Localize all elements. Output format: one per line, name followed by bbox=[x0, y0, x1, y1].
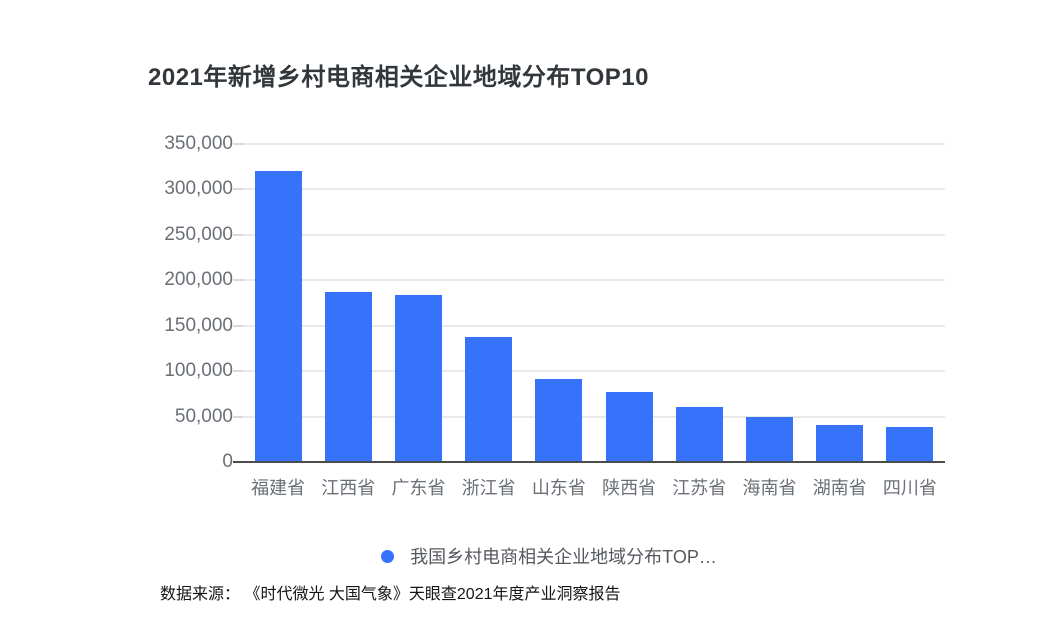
gridline bbox=[243, 415, 945, 418]
y-axis-tick-label: 350,000 bbox=[164, 133, 233, 154]
x-axis-category-label: 广东省 bbox=[391, 478, 446, 498]
chart-bar[interactable] bbox=[886, 427, 934, 462]
x-axis-category-label: 湖南省 bbox=[812, 478, 867, 498]
y-axis-tick bbox=[233, 324, 243, 327]
chart-legend: 我国乡村电商相关企业地域分布TOP… bbox=[148, 543, 950, 569]
y-axis-tick-label: 300,000 bbox=[164, 178, 233, 200]
chart-bar[interactable] bbox=[535, 379, 583, 462]
source-note: 数据来源： 《时代微光 大国气象》天眼查2021年度产业洞察报告 bbox=[160, 586, 621, 603]
gridline bbox=[243, 370, 945, 373]
x-axis-category-label: 江苏省 bbox=[672, 478, 727, 498]
y-axis-tick bbox=[233, 415, 243, 418]
x-axis-category-label: 浙江省 bbox=[461, 478, 516, 498]
chart-bar[interactable] bbox=[746, 417, 793, 462]
legend-marker-icon bbox=[381, 549, 395, 563]
gridline bbox=[243, 279, 945, 282]
legend-label: 我国乡村电商相关企业地域分布TOP… bbox=[410, 547, 717, 567]
x-axis-category-label: 江西省 bbox=[321, 478, 376, 498]
y-axis-tick-label: 150,000 bbox=[164, 314, 233, 336]
chart-bar[interactable] bbox=[395, 295, 442, 462]
gridline bbox=[243, 233, 945, 236]
gridline bbox=[243, 188, 945, 191]
y-axis-tick-label: 50,000 bbox=[174, 405, 233, 427]
x-axis-category-label: 陕西省 bbox=[602, 478, 657, 498]
y-axis-tick-label: 250,000 bbox=[164, 223, 233, 245]
x-axis-line bbox=[233, 461, 945, 463]
y-axis-tick bbox=[233, 143, 243, 145]
chart-bar[interactable] bbox=[324, 292, 372, 462]
chart-bar[interactable] bbox=[254, 171, 302, 462]
gridline bbox=[243, 143, 945, 145]
y-axis-tick-label: 200,000 bbox=[164, 269, 233, 291]
y-axis-tick bbox=[233, 279, 243, 282]
chart-bar[interactable] bbox=[465, 337, 513, 462]
y-axis-tick-label: 100,000 bbox=[164, 360, 233, 382]
x-axis-category-label: 山东省 bbox=[531, 478, 586, 498]
y-axis-tick bbox=[233, 370, 243, 373]
gridline bbox=[243, 324, 945, 327]
y-axis-tick-label: 0 bbox=[222, 451, 233, 472]
chart-title: 2021年新增乡村电商相关企业地域分布TOP10 bbox=[148, 64, 649, 91]
x-axis-category-label: 四川省 bbox=[882, 478, 937, 498]
x-axis-category-label: 海南省 bbox=[742, 478, 797, 498]
y-axis-tick bbox=[233, 233, 243, 236]
x-axis-category-label: 福建省 bbox=[251, 478, 306, 498]
y-axis-tick bbox=[233, 188, 243, 191]
legend-item[interactable]: 我国乡村电商相关企业地域分布TOP… bbox=[381, 543, 717, 569]
chart-bar[interactable] bbox=[605, 392, 653, 462]
chart-bar[interactable] bbox=[816, 425, 864, 462]
chart-bar[interactable] bbox=[675, 407, 723, 462]
